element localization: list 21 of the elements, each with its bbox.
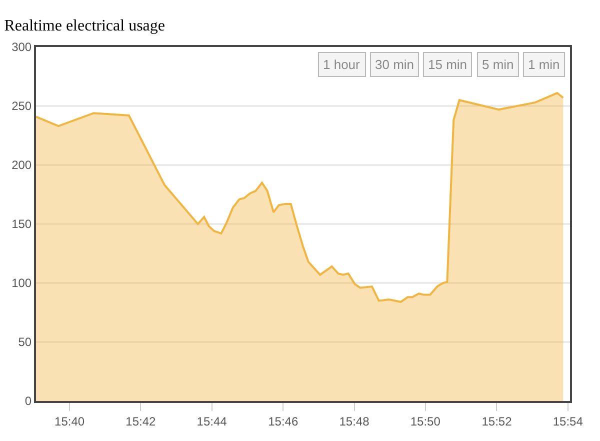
- annotation: 1 hour: [323, 57, 361, 72]
- x-tick-label: 15:46: [268, 414, 298, 428]
- y-tick-label: 150: [12, 217, 32, 232]
- annotation: 30 min: [375, 57, 414, 72]
- y-tick-label: 50: [18, 335, 32, 350]
- y-tick-label: 0: [24, 394, 32, 408]
- x-tick-label: 15:42: [126, 414, 156, 428]
- annotation: 1 min: [528, 57, 560, 72]
- y-tick-label: 250: [12, 99, 32, 114]
- y-tick-label: 300: [12, 40, 32, 54]
- annotation: 5 min: [482, 57, 514, 72]
- y-tick-label: 200: [12, 158, 32, 172]
- x-tick-label: 15:40: [54, 414, 85, 428]
- annotation: 15 min: [428, 57, 468, 72]
- x-tick-label: 15:52: [482, 414, 512, 428]
- chart-title: Realtime electrical usage: [4, 17, 166, 34]
- y-tick-label: 100: [12, 276, 32, 290]
- x-tick-label: 15:44: [196, 414, 228, 428]
- x-tick-label: 15:50: [410, 414, 441, 428]
- x-tick-label: 15:54: [552, 414, 584, 428]
- x-tick-label: 15:48: [339, 414, 370, 428]
